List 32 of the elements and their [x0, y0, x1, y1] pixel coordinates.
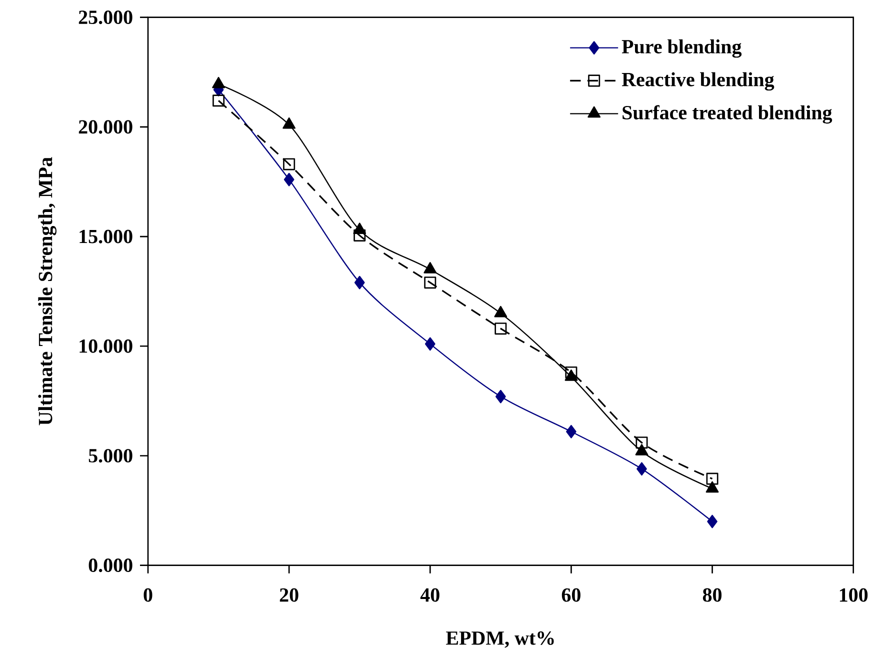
point — [494, 322, 507, 335]
y-tick-label: 0.000 — [88, 558, 132, 572]
legend-label: Surface treated blending — [622, 105, 832, 124]
x-tick-label: 80 — [702, 588, 722, 602]
point — [424, 276, 436, 289]
x-axis-title: EPDM, wt% — [446, 631, 554, 648]
y-tick-label: 25.000 — [78, 10, 132, 24]
point — [566, 424, 576, 438]
x-tick-label: 20 — [280, 588, 298, 602]
point — [636, 462, 647, 476]
legend-label: Pure blending — [622, 39, 742, 58]
y-tick-label: 10.000 — [80, 339, 132, 353]
point — [496, 390, 506, 404]
x-tick-label: 40 — [420, 588, 440, 602]
x-tick-label: 60 — [562, 588, 580, 602]
point — [212, 94, 225, 107]
legend-label: Reactive blending — [622, 72, 774, 91]
x-tick-label: 100 — [840, 588, 868, 602]
point — [354, 229, 366, 242]
x-tick-label: 0 — [144, 588, 152, 602]
y-tick-label: 5.000 — [88, 448, 132, 463]
y-axis-title: Ultimate Tensile Strength, MPa — [38, 157, 56, 426]
point — [354, 276, 365, 290]
point — [284, 172, 294, 186]
point — [706, 472, 718, 485]
point — [283, 158, 296, 170]
y-tick-label: 20.000 — [78, 120, 132, 134]
point — [565, 366, 578, 378]
y-tick-label: 15.000 — [80, 230, 132, 244]
point — [707, 514, 718, 528]
point — [636, 436, 648, 449]
point — [424, 337, 436, 351]
